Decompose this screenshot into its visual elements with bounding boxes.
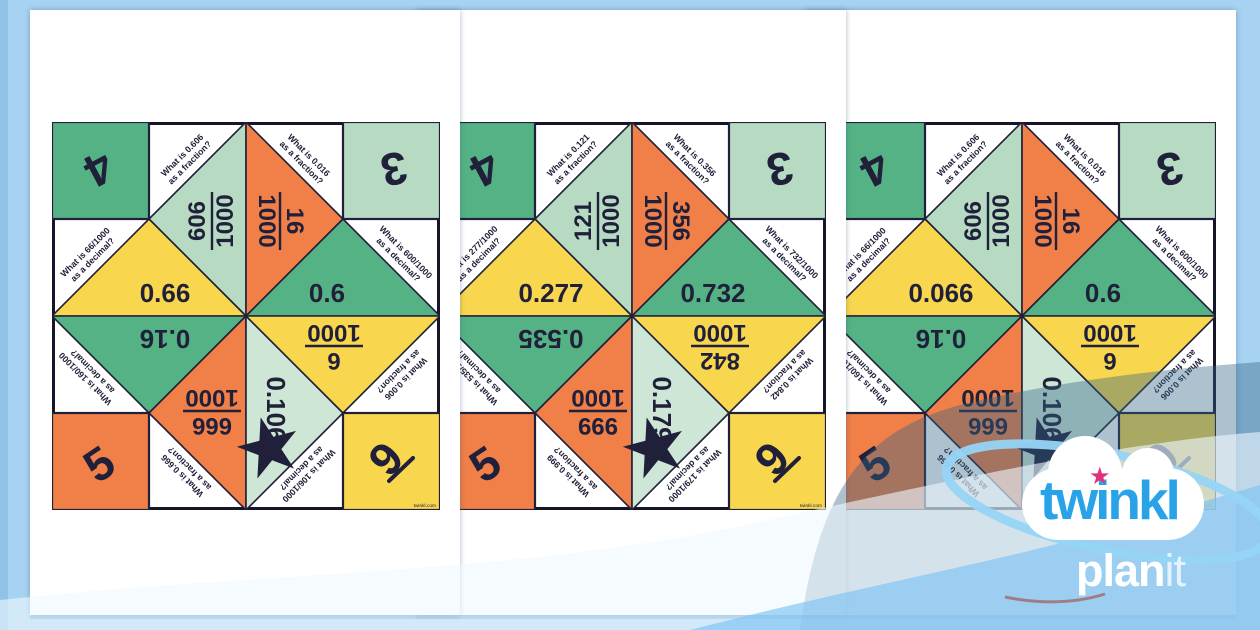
worksheet-page-2: ★ 4 3 5 6 What is 0.121 as a fraction? W… bbox=[416, 10, 846, 615]
answer-decimal-bottom-left: 0.535 bbox=[518, 324, 583, 354]
planit-it: it bbox=[1164, 545, 1186, 596]
answer-fraction-top-left: 606 1000 bbox=[184, 192, 239, 250]
answer-decimal-left: 0.66 bbox=[140, 278, 191, 308]
answer-decimal-left: 0.277 bbox=[518, 278, 583, 308]
planit-wordmark: planit bbox=[1076, 545, 1186, 597]
answer-fraction-top-right: 16 1000 bbox=[1029, 192, 1084, 250]
answer-fraction-top-right: 356 1000 bbox=[639, 192, 694, 250]
fraction-denominator: 1000 bbox=[639, 194, 666, 247]
fraction-denominator: 1000 bbox=[571, 384, 624, 411]
fraction-denominator: 1000 bbox=[988, 194, 1015, 247]
answer-decimal-right: 0.6 bbox=[1085, 278, 1121, 308]
corner-square-3 bbox=[341, 122, 440, 221]
answer-decimal-bottom-right: 0.179 bbox=[647, 376, 677, 441]
fraction-denominator: 1000 bbox=[1083, 319, 1136, 346]
corner-square-3 bbox=[727, 122, 826, 221]
answer-decimal-left: 0.066 bbox=[908, 278, 973, 308]
fraction-numerator: 606 bbox=[184, 201, 211, 241]
fraction-denominator: 1000 bbox=[253, 194, 280, 247]
fraction-numerator: 666 bbox=[968, 412, 1008, 439]
fraction-numerator: 16 bbox=[1057, 208, 1084, 235]
fraction-numerator: 666 bbox=[192, 412, 232, 439]
answer-decimal-bottom-left: 0.16 bbox=[916, 324, 967, 354]
fraction-denominator: 1000 bbox=[693, 319, 746, 346]
fraction-denominator: 1000 bbox=[1029, 194, 1056, 247]
site-credit: twinkl.com bbox=[800, 503, 822, 509]
answer-fraction-bottom-right: 6 1000 bbox=[305, 319, 363, 374]
fraction-numerator: 121 bbox=[570, 201, 597, 241]
answer-decimal-right: 0.6 bbox=[309, 278, 345, 308]
fraction-denominator: 1000 bbox=[961, 384, 1014, 411]
fraction-numerator: 6 bbox=[1103, 347, 1116, 374]
fraction-denominator: 1000 bbox=[185, 384, 238, 411]
fraction-numerator: 16 bbox=[281, 208, 308, 235]
triangle-fraction-bottom-right bbox=[1021, 315, 1216, 414]
twinkl-star-icon: ★ bbox=[1089, 463, 1111, 490]
worksheet-page-1: ★ 4 3 5 6 What is 0.606 as a fraction? W… bbox=[30, 10, 460, 615]
triangle-fraction-bottom-right bbox=[245, 315, 440, 414]
fraction-numerator: 999 bbox=[578, 412, 618, 439]
answer-fraction-top-left: 121 1000 bbox=[570, 192, 625, 250]
planit-plan: plan bbox=[1076, 545, 1166, 596]
site-credit: twinkl.com bbox=[414, 503, 436, 509]
answer-fraction-bottom-right: 842 1000 bbox=[691, 319, 749, 374]
answer-decimal-bottom-right: 0.106 bbox=[1037, 376, 1067, 441]
fraction-denominator: 1000 bbox=[307, 319, 360, 346]
answer-decimal-bottom-left: 0.16 bbox=[140, 324, 191, 354]
fraction-denominator: 1000 bbox=[212, 194, 239, 247]
fraction-numerator: 356 bbox=[667, 201, 694, 241]
answer-fraction-bottom-right: 6 1000 bbox=[1081, 319, 1139, 374]
fraction-denominator: 1000 bbox=[598, 194, 625, 247]
fortune-teller-template-1: ★ 4 3 5 6 What is 0.606 as a fraction? W… bbox=[52, 122, 440, 510]
answer-fraction-top-left: 606 1000 bbox=[960, 192, 1015, 250]
corner-square-3 bbox=[1117, 122, 1216, 221]
fraction-numerator: 842 bbox=[700, 347, 740, 374]
triangle-fraction-bottom-right bbox=[631, 315, 826, 414]
answer-fraction-top-right: 16 1000 bbox=[253, 192, 308, 250]
fraction-numerator: 6 bbox=[327, 347, 340, 374]
answer-decimal-bottom-right: 0.106 bbox=[261, 376, 291, 441]
fortune-teller-template-2: ★ 4 3 5 6 What is 0.121 as a fraction? W… bbox=[438, 122, 826, 510]
corner-square-4 bbox=[52, 122, 151, 221]
left-edge-strip bbox=[0, 0, 8, 630]
fraction-numerator: 606 bbox=[960, 201, 987, 241]
answer-decimal-right: 0.732 bbox=[680, 278, 745, 308]
